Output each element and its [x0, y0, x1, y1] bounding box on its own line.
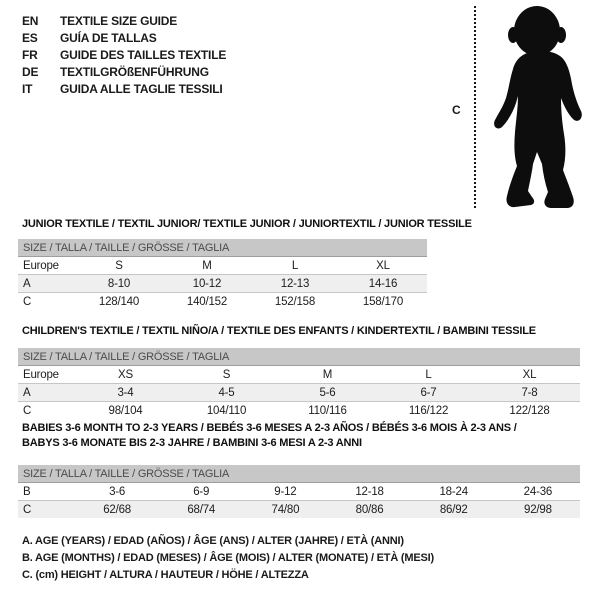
- babies-size-table: SIZE / TALLA / TAILLE / GRÖSSE / TAGLIA …: [18, 465, 580, 518]
- height-measure-label: C: [452, 103, 461, 117]
- size-cell: M: [163, 256, 251, 275]
- height-cell: 128/140: [98, 295, 140, 308]
- height-cell: 116/122: [408, 404, 449, 417]
- size-cell: M: [277, 365, 378, 384]
- size-cell: XL: [479, 365, 580, 384]
- language-code: FR: [22, 48, 38, 62]
- age-cell: 3-4: [75, 383, 176, 402]
- language-list: EN TEXTILE SIZE GUIDE ES GUÍA DE TALLAS FR…: [22, 13, 226, 98]
- note-b: B. AGE (MONTHS) / EDAD (MESES) / ÂGE (MO…: [22, 552, 434, 564]
- size-cell: L: [378, 365, 479, 384]
- language-code: DE: [22, 65, 39, 79]
- size-header-bar: SIZE / TALLA / TAILLE / GRÖSSE / TAGLIA: [18, 348, 580, 366]
- height-cell: 98/104: [108, 404, 143, 417]
- language-row: EN TEXTILE SIZE GUIDE: [22, 13, 226, 30]
- language-code: IT: [22, 82, 33, 96]
- height-dotted-line: [474, 6, 476, 208]
- language-row: ES GUÍA DE TALLAS: [22, 30, 226, 47]
- age-cell: 14-16: [339, 274, 427, 293]
- language-row: FR GUIDE DES TAILLES TEXTILE: [22, 47, 226, 64]
- row-label: Europe: [18, 256, 75, 275]
- table-header-row: SIZE / TALLA / TAILLE / GRÖSSE / TAGLIA: [18, 465, 580, 483]
- language-title: GUÍA DE TALLAS: [60, 31, 157, 45]
- height-cell: 122/128: [509, 404, 550, 417]
- age-cell: 5-6: [277, 383, 378, 402]
- note-a: A. AGE (YEARS) / EDAD (AÑOS) / ÂGE (ANS)…: [22, 535, 404, 547]
- age-cell: 6-9: [159, 482, 244, 501]
- age-cell: 8-10: [75, 274, 163, 293]
- language-title: GUIDA ALLE TAGLIE TESSILI: [60, 82, 223, 96]
- table-row: C 128/140 140/152 152/158 158/170: [18, 293, 427, 311]
- size-header-bar: SIZE / TALLA / TAILLE / GRÖSSE / TAGLIA: [18, 239, 427, 257]
- table-row: A 3-4 4-5 5-6 6-7 7-8: [18, 383, 580, 402]
- language-title: GUIDE DES TAILLES TEXTILE: [60, 48, 227, 62]
- table-row: C 98/104 104/110 110/116 116/122 122/128: [18, 402, 580, 420]
- children-section-title: CHILDREN'S TEXTILE / TEXTIL NIÑO/A / TEX…: [22, 325, 536, 337]
- height-cell: 140/152: [186, 295, 228, 308]
- size-cell: XL: [339, 256, 427, 275]
- table-header-row: SIZE / TALLA / TAILLE / GRÖSSE / TAGLIA: [18, 348, 580, 366]
- height-cell: 104/110: [206, 404, 247, 417]
- row-label: C: [23, 295, 32, 308]
- table-row: C 62/68 68/74 74/80 80/86 86/92 92/98: [18, 500, 580, 518]
- row-label: C: [23, 404, 32, 417]
- height-cell: 68/74: [159, 500, 244, 518]
- row-label: Europe: [18, 365, 75, 384]
- row-label: A: [18, 274, 75, 293]
- age-cell: 12-13: [251, 274, 339, 293]
- junior-section-title: JUNIOR TEXTILE / TEXTIL JUNIOR/ TEXTILE …: [22, 218, 472, 230]
- age-cell: 6-7: [378, 383, 479, 402]
- language-row: IT GUIDA ALLE TAGLIE TESSILI: [22, 81, 226, 98]
- language-title: TEXTILGRÖßENFÜHRUNG: [60, 65, 209, 79]
- age-cell: 12-18: [327, 482, 412, 501]
- age-cell: 24-36: [495, 482, 580, 501]
- age-cell: 3-6: [75, 482, 160, 501]
- table-row: A 8-10 10-12 12-13 14-16: [18, 274, 427, 293]
- language-code: ES: [22, 31, 38, 45]
- height-cell: 152/158: [274, 295, 316, 308]
- age-cell: 10-12: [163, 274, 251, 293]
- language-code: EN: [22, 14, 39, 28]
- note-c: C. (cm) HEIGHT / ALTURA / HAUTEUR / HÖHE…: [22, 569, 309, 581]
- children-size-table: SIZE / TALLA / TAILLE / GRÖSSE / TAGLIA …: [18, 348, 580, 419]
- size-cell: XS: [75, 365, 176, 384]
- age-cell: 18-24: [411, 482, 496, 501]
- row-label: B: [18, 482, 75, 501]
- table-row: Europe S M L XL: [18, 256, 427, 275]
- language-title: TEXTILE SIZE GUIDE: [60, 14, 178, 28]
- height-cell: 92/98: [495, 500, 580, 518]
- row-label: A: [18, 383, 75, 402]
- age-cell: 4-5: [176, 383, 277, 402]
- height-cell: 86/92: [411, 500, 496, 518]
- junior-size-table: SIZE / TALLA / TAILLE / GRÖSSE / TAGLIA …: [18, 239, 427, 310]
- baby-silhouette-icon: [494, 6, 582, 208]
- babies-section-title: BABIES 3-6 MONTH TO 2-3 YEARS / BEBÉS 3-…: [22, 421, 517, 451]
- size-cell: L: [251, 256, 339, 275]
- language-row: DE TEXTILGRÖßENFÜHRUNG: [22, 64, 226, 81]
- legend-notes: A. AGE (YEARS) / EDAD (AÑOS) / ÂGE (ANS)…: [22, 533, 434, 584]
- table-row: B 3-6 6-9 9-12 12-18 18-24 24-36: [18, 482, 580, 501]
- size-header-bar: SIZE / TALLA / TAILLE / GRÖSSE / TAGLIA: [18, 465, 580, 483]
- height-cell: 80/86: [327, 500, 412, 518]
- age-cell: 7-8: [479, 383, 580, 402]
- age-cell: 9-12: [243, 482, 328, 501]
- table-header-row: SIZE / TALLA / TAILLE / GRÖSSE / TAGLIA: [18, 239, 427, 257]
- height-cell: 110/116: [308, 404, 347, 417]
- babies-title-line1: BABIES 3-6 MONTH TO 2-3 YEARS / BEBÉS 3-…: [22, 422, 517, 434]
- table-row: Europe XS S M L XL: [18, 365, 580, 384]
- babies-title-line2: BABYS 3-6 MONATE BIS 2-3 JAHRE / BAMBINI…: [22, 437, 362, 449]
- height-cell: 74/80: [243, 500, 328, 518]
- height-cell: 158/170: [362, 295, 404, 308]
- size-cell: S: [176, 365, 277, 384]
- row-label: C: [18, 500, 75, 518]
- size-cell: S: [75, 256, 163, 275]
- height-cell: 62/68: [75, 500, 160, 518]
